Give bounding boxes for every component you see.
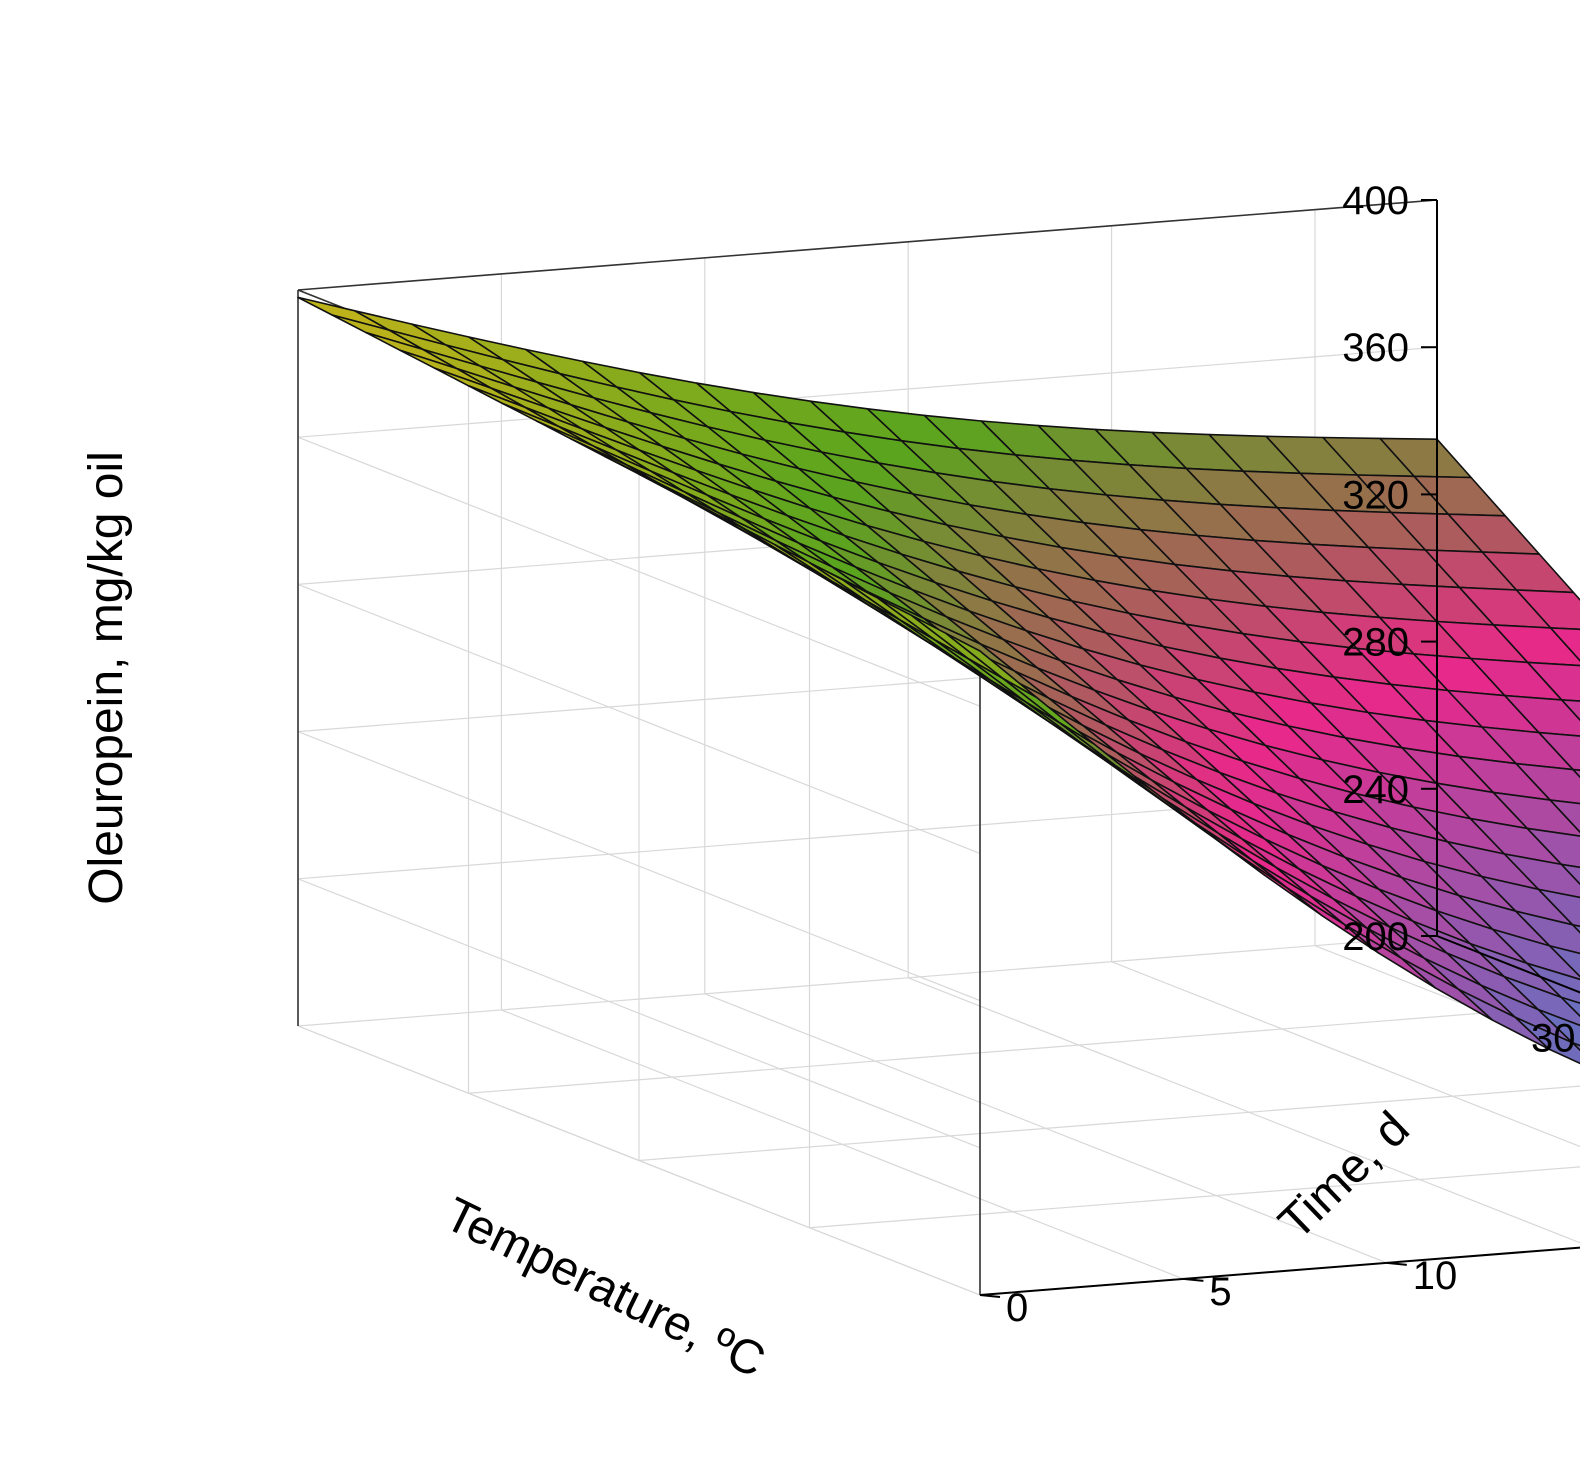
gridline-floor [1111,961,1580,1148]
surface-cell [1515,762,1580,805]
z-tick-label: 360 [1342,326,1409,370]
gridline-left-wall [297,935,1438,1027]
gridline-floor [468,1004,1580,1094]
gridline-floor [704,993,1388,1264]
surface-cell [1571,1041,1580,1052]
surface-cell [1549,627,1580,662]
y-axis-title: Time, d [1269,1102,1420,1250]
surface-cell [1561,699,1580,722]
surface-cell [1514,1016,1580,1065]
surface-cell [1504,694,1580,737]
z-tick-label: 320 [1342,473,1409,517]
box-edge [297,199,1438,291]
surface-cell [1526,827,1580,869]
gridline-floor [638,1085,1580,1162]
surface-cell [1503,975,1580,1027]
gridline-floor [907,977,1580,1244]
y-tick-label: 10 [1413,1254,1458,1298]
y-tick [1183,1277,1204,1282]
surface-cell [1526,661,1580,702]
x-axis-line [1436,935,1580,994]
chart-ticks: 303540450510152025200240280320360400 [979,179,1576,1330]
x-axis-title: Temperature, ºC [437,1188,773,1388]
surface-cell [1560,863,1580,886]
surface-cell [1515,910,1580,955]
z-tick-label: 280 [1342,621,1409,665]
x-tick-label: 30 [1531,1016,1576,1060]
surface-cell [1537,1008,1580,1047]
surface-cell [1515,589,1580,631]
surface-cell [297,296,390,331]
gridline-floor [297,1025,981,1296]
z-tick-label: 200 [1342,915,1409,959]
surface-cell [1571,923,1580,934]
chart-surface [297,296,1580,1065]
surface-cell [1572,768,1580,779]
surface-cell [1537,888,1580,928]
z-axis-title: Oleuropein, mg/kg oil [80,451,133,905]
chart-axes [979,200,1580,1296]
surface-cell [1492,791,1580,837]
z-tick-label: 400 [1342,179,1409,223]
y-tick [1386,1261,1407,1266]
gridline-floor [501,1009,1184,1280]
gridline-left-wall [297,346,1438,438]
surface-cell [1549,945,1580,978]
surface-cell [1526,962,1580,1005]
gridline-floor [1314,945,1580,1051]
surface-cell [1538,731,1580,772]
y-tick [979,1294,1001,1298]
y-axis-line [979,1246,1580,1296]
surface-cell [1549,799,1580,834]
surface-cell [1492,928,1580,981]
surface-cell [1492,624,1580,667]
y-tick-label: 0 [1006,1286,1028,1330]
z-tick-label: 240 [1342,768,1409,812]
gridline-floor [809,1166,1580,1229]
y-tick-label: 5 [1209,1270,1231,1314]
surface-cell [1560,996,1580,1018]
